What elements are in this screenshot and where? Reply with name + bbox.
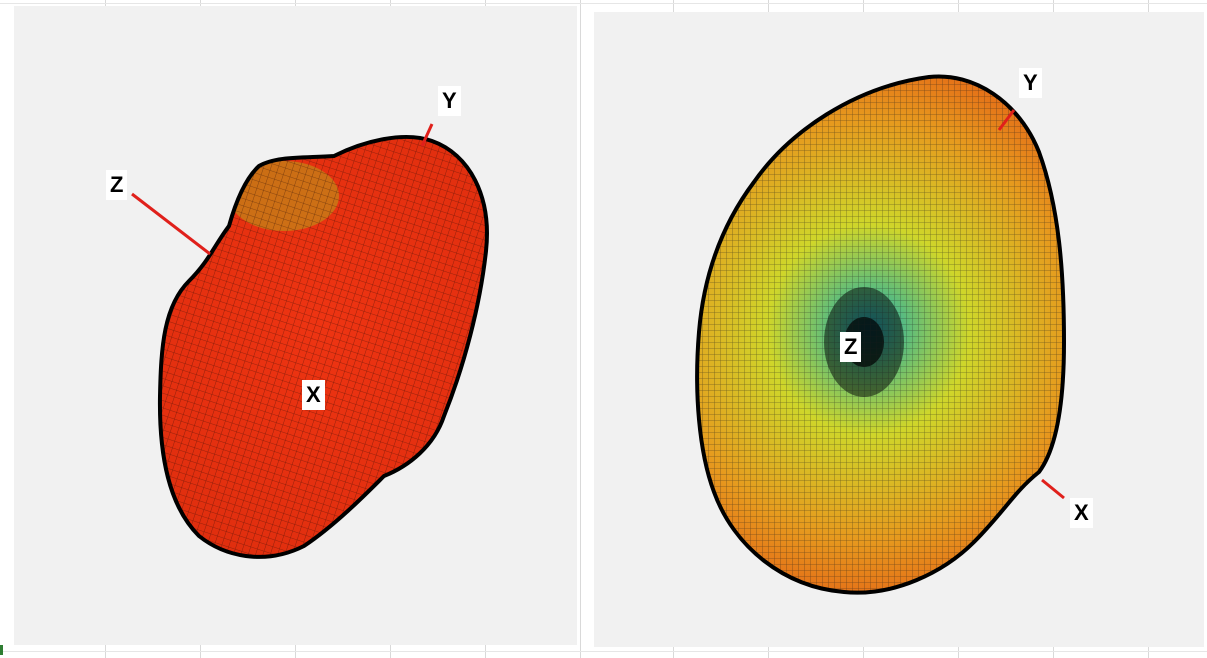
left-x-axis-label: X bbox=[302, 380, 325, 410]
right-x-axis-label: X bbox=[1070, 498, 1093, 528]
right-z-axis-label: Z bbox=[840, 332, 862, 362]
left-z-axis-label: Z bbox=[106, 170, 128, 200]
left-y-axis-label: Y bbox=[438, 86, 461, 116]
left-3d-surface bbox=[131, 123, 489, 559]
right-view-panel: Y Z X bbox=[594, 12, 1204, 647]
y-axis-line bbox=[420, 123, 434, 147]
left-view-panel: Z Y X bbox=[14, 6, 577, 645]
right-3d-surface bbox=[695, 74, 1066, 595]
right-y-axis-label: Y bbox=[1019, 68, 1042, 98]
sheet-edge-mark bbox=[0, 645, 3, 655]
right-y-axis-line bbox=[997, 109, 1016, 131]
z-axis-line bbox=[131, 192, 211, 256]
right-x-axis-line bbox=[1041, 478, 1065, 500]
